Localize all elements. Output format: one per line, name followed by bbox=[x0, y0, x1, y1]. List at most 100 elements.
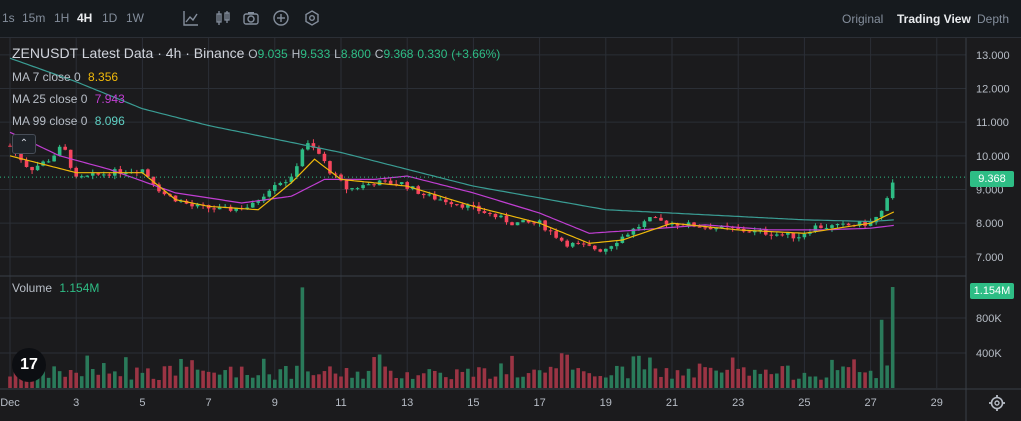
timeframe-1w[interactable]: 1W bbox=[126, 11, 144, 25]
volume-bar bbox=[537, 370, 542, 388]
view-original[interactable]: Original bbox=[842, 12, 884, 26]
volume-bar bbox=[250, 377, 255, 388]
candle-body bbox=[438, 199, 443, 201]
volume-label: Volume bbox=[12, 281, 53, 295]
volume-bar bbox=[35, 373, 40, 388]
volume-bar bbox=[830, 359, 834, 388]
time-tick-label: 9 bbox=[272, 397, 278, 409]
candle-body bbox=[344, 180, 349, 190]
volume-bar bbox=[261, 358, 266, 388]
volume-bar bbox=[118, 376, 123, 388]
volume-bar bbox=[151, 378, 156, 388]
tradingview-logo[interactable]: 17 bbox=[12, 348, 46, 382]
last-volume-tag: 1.154M bbox=[970, 283, 1014, 299]
volume-bar bbox=[107, 373, 112, 388]
volume-bar bbox=[146, 368, 150, 388]
time-tick-label: Dec bbox=[0, 397, 20, 409]
volume-bar bbox=[885, 365, 889, 388]
view-depth[interactable]: Depth bbox=[977, 12, 1010, 26]
volume-bar bbox=[322, 371, 327, 388]
volume-bar bbox=[477, 367, 481, 388]
candle-body bbox=[532, 222, 536, 224]
candle-body bbox=[267, 190, 272, 197]
candle-body bbox=[631, 228, 636, 235]
volume-bars bbox=[8, 287, 895, 388]
volume-bar bbox=[576, 368, 581, 388]
volume-bar bbox=[482, 368, 487, 388]
open-label: O bbox=[248, 47, 258, 61]
volume-bar bbox=[587, 373, 592, 388]
collapse-legend-button[interactable]: ⌃ bbox=[12, 134, 36, 154]
candle-body bbox=[284, 182, 288, 184]
price-tick-label: 8.000 bbox=[976, 218, 1004, 230]
time-tick-label: 7 bbox=[206, 397, 212, 409]
candle-body bbox=[736, 227, 740, 229]
timeframe-1h[interactable]: 1H bbox=[54, 11, 70, 25]
volume-bar bbox=[504, 374, 509, 388]
time-axis: Dec 3 5 7 9 11 13 15 17 19 21 23 25 27 29 bbox=[0, 397, 943, 409]
candle-body bbox=[587, 244, 592, 246]
plus-circle-icon[interactable] bbox=[272, 9, 290, 27]
candle-body bbox=[824, 227, 829, 229]
volume-bar bbox=[824, 377, 829, 388]
timeframe-15m[interactable]: 15m bbox=[22, 11, 46, 25]
candle-body bbox=[548, 230, 553, 232]
candle-body bbox=[449, 202, 454, 205]
candle-body bbox=[322, 153, 327, 162]
volume-bar bbox=[747, 375, 752, 388]
candle-body bbox=[273, 185, 277, 191]
volume-bar bbox=[565, 354, 569, 388]
candle-body bbox=[664, 220, 669, 225]
volume-bar bbox=[736, 368, 740, 388]
volume-bar bbox=[361, 378, 365, 388]
time-tick-label: 13 bbox=[401, 397, 413, 409]
candle-body bbox=[526, 220, 531, 223]
candle-body bbox=[675, 223, 680, 226]
candle-body bbox=[791, 232, 796, 239]
volume-bar bbox=[775, 373, 779, 388]
time-tick-label: 17 bbox=[533, 397, 545, 409]
line-chart-icon[interactable] bbox=[182, 9, 200, 27]
candle-body bbox=[19, 152, 23, 161]
candle-body bbox=[421, 193, 426, 196]
volume-bar bbox=[223, 370, 227, 388]
volume-bar bbox=[96, 374, 101, 388]
volume-bar bbox=[355, 371, 360, 388]
volume-bar bbox=[129, 379, 134, 388]
ma99-label: MA 99 close 0 bbox=[12, 114, 88, 128]
candle-body bbox=[626, 234, 630, 237]
volume-bar bbox=[780, 366, 785, 388]
volume-bar bbox=[311, 375, 316, 388]
candlestick-icon[interactable] bbox=[214, 9, 232, 27]
candle-body bbox=[686, 222, 691, 227]
gear-icon[interactable] bbox=[988, 394, 1006, 412]
candle-body bbox=[477, 205, 481, 212]
candle-body bbox=[581, 243, 586, 245]
price-chart[interactable]: 13.00012.00011.00010.0009.0008.0007.000 … bbox=[0, 38, 1021, 421]
candle-body bbox=[90, 173, 95, 176]
candle-body bbox=[151, 176, 156, 185]
volume-bar bbox=[333, 373, 338, 388]
volume-bar bbox=[46, 377, 51, 388]
timeframe-1d[interactable]: 1D bbox=[102, 11, 118, 25]
candle-body bbox=[559, 237, 564, 241]
candle-body bbox=[46, 161, 51, 163]
volume-bar bbox=[74, 372, 78, 388]
volume-bar bbox=[863, 372, 867, 388]
timeframe-1s[interactable]: 1s bbox=[2, 11, 15, 25]
volume-bar bbox=[471, 376, 476, 388]
candle-body bbox=[190, 203, 194, 207]
candle-body bbox=[537, 220, 542, 224]
camera-icon[interactable] bbox=[242, 9, 260, 27]
candle-body bbox=[311, 143, 316, 148]
settings-hex-icon[interactable] bbox=[303, 9, 321, 27]
volume-bar bbox=[659, 376, 663, 388]
view-trading-view[interactable]: Trading View bbox=[897, 12, 971, 26]
volume-bar bbox=[157, 379, 161, 388]
timeframe-4h[interactable]: 4H bbox=[77, 11, 93, 25]
candle-body bbox=[648, 217, 652, 222]
volume-bar bbox=[135, 367, 139, 388]
candle-body bbox=[444, 199, 448, 203]
ma25-legend: MA 25 close 0 7.943 bbox=[12, 92, 125, 106]
ma99-value: 8.096 bbox=[94, 114, 125, 128]
